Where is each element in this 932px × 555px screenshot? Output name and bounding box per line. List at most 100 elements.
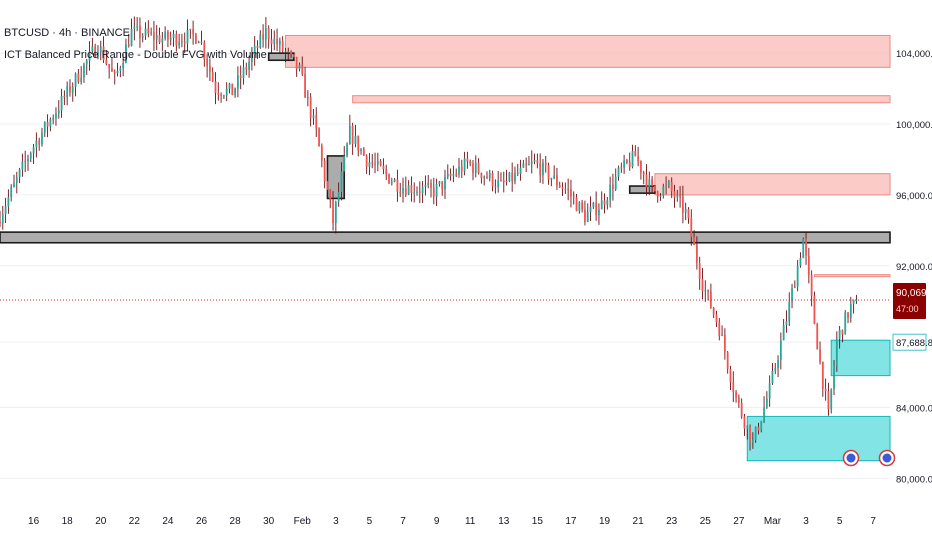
candle-body: [667, 182, 670, 185]
candle-body: [771, 371, 774, 384]
candle-body: [435, 183, 438, 197]
candle-body: [528, 163, 530, 166]
candle-body: [29, 153, 32, 159]
candle-body: [122, 62, 125, 69]
candle-body: [209, 66, 211, 73]
time-tick-label: 15: [532, 516, 544, 527]
time-tick-label: 24: [162, 516, 174, 527]
candle-body: [77, 73, 80, 83]
candle-body: [553, 175, 556, 179]
candle-body: [7, 197, 10, 207]
candle-body: [841, 329, 844, 335]
candle-body: [97, 52, 99, 57]
candle-body: [676, 194, 679, 198]
candle-body: [203, 42, 206, 60]
candle-body: [665, 184, 668, 187]
candle-body: [715, 314, 718, 323]
candle-body: [757, 427, 760, 431]
candle-body: [684, 209, 687, 213]
candle-body: [21, 161, 24, 170]
candle-body: [460, 166, 463, 172]
candle-body: [788, 301, 791, 322]
time-tick-label: 5: [367, 516, 373, 527]
candle-body: [446, 173, 449, 177]
candle-body: [488, 172, 491, 178]
candle-body: [256, 45, 259, 48]
candle-body: [514, 172, 516, 182]
candle-body: [477, 162, 480, 174]
candle-body: [695, 245, 698, 264]
candle-body: [276, 38, 278, 45]
time-tick-label: 22: [129, 516, 141, 527]
candle-body: [424, 184, 427, 187]
candle-body: [66, 86, 69, 98]
candle-body: [4, 206, 7, 215]
candle-body: [645, 174, 648, 188]
candle-body: [539, 163, 542, 176]
candle-body: [379, 160, 382, 166]
bpr-zone: [267, 52, 295, 62]
candle-body: [292, 54, 295, 58]
candle-body: [430, 182, 432, 188]
candle-body: [805, 238, 807, 256]
candle-body: [670, 182, 673, 192]
price-axis[interactable]: 80,000.00 84,000.00 87,688.80 92,000.00 96,0…: [892, 49, 932, 485]
bearish-fvg-zone: [813, 274, 891, 278]
candle-body: [228, 83, 231, 89]
candle-body: [57, 110, 60, 114]
candle-body: [141, 35, 144, 38]
candle-body: [248, 62, 250, 70]
candle-body: [357, 135, 360, 151]
candle-body: [709, 291, 712, 308]
candle-body: [102, 46, 105, 61]
candle-body: [628, 162, 631, 167]
candle-body: [807, 255, 810, 275]
candle-body: [125, 44, 127, 63]
candle-body: [441, 181, 444, 190]
price-tick-label: 80,000.00: [896, 474, 932, 485]
candle-body: [547, 165, 550, 180]
candle-body: [718, 322, 721, 336]
zones-layer: [0, 34, 891, 462]
candle-body: [474, 162, 477, 173]
indicator-title[interactable]: ICT Balanced Price Range - Double FVG wi…: [4, 49, 267, 61]
time-tick-label: 21: [633, 516, 645, 527]
candle-body: [609, 184, 612, 201]
candle-body: [592, 202, 595, 207]
candle-body: [360, 149, 362, 151]
candle-body: [281, 40, 284, 51]
candle-body: [704, 290, 707, 292]
candle-body: [651, 179, 654, 186]
candle-body: [449, 173, 452, 177]
candle-body: [598, 209, 600, 216]
candle-body: [290, 51, 292, 55]
time-tick-label: Mar: [764, 516, 782, 527]
price-badge-background: [893, 283, 926, 319]
candle-body: [816, 323, 819, 350]
candle-body: [679, 194, 681, 197]
candle-body: [516, 172, 519, 174]
candle-body: [749, 425, 751, 443]
time-tick-label: 9: [434, 516, 440, 527]
candle-body: [821, 362, 824, 389]
candle-body: [144, 28, 147, 36]
candle-body: [505, 180, 508, 183]
bpr-zone: [628, 185, 656, 194]
candle-body: [558, 185, 561, 188]
candle-body: [55, 113, 57, 119]
time-axis[interactable]: 16 18 20 22 24 26 28 30 Feb 3 5 7 9 11 13 15 17 19 21 23 25 2…: [28, 516, 876, 527]
candle-body: [396, 179, 399, 192]
candle-body: [13, 182, 15, 187]
candle-body: [810, 274, 813, 296]
candle-body: [634, 150, 637, 157]
candle-body: [178, 42, 181, 46]
candle-body: [432, 187, 435, 197]
candle-body: [315, 115, 318, 129]
candle-body: [603, 200, 606, 205]
candle-body: [600, 200, 603, 210]
candle-body: [785, 321, 788, 326]
candle-body: [690, 218, 693, 238]
symbol-title[interactable]: BTCUSD · 4h · BINANCE: [4, 27, 130, 39]
candle-body: [200, 41, 203, 43]
